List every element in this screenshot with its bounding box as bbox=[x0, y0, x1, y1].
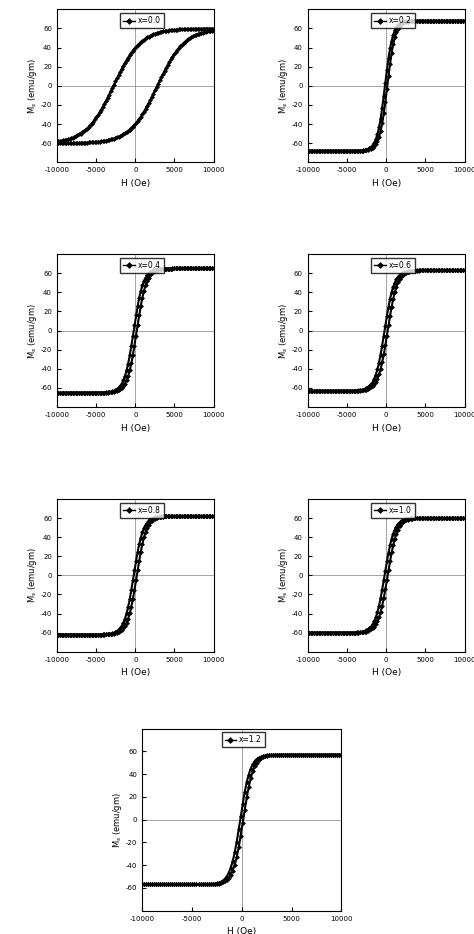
X-axis label: H (Oe): H (Oe) bbox=[372, 178, 401, 188]
X-axis label: H (Oe): H (Oe) bbox=[372, 423, 401, 432]
Legend: x=0.6: x=0.6 bbox=[371, 258, 415, 273]
X-axis label: H (Oe): H (Oe) bbox=[372, 669, 401, 677]
Legend: x=0.0: x=0.0 bbox=[120, 13, 164, 28]
Legend: x=1.0: x=1.0 bbox=[371, 502, 415, 517]
X-axis label: H (Oe): H (Oe) bbox=[227, 927, 256, 934]
X-axis label: H (Oe): H (Oe) bbox=[121, 669, 150, 677]
Y-axis label: M$_s$ (emu/gm): M$_s$ (emu/gm) bbox=[26, 58, 39, 114]
X-axis label: H (Oe): H (Oe) bbox=[121, 423, 150, 432]
Legend: x=1.2: x=1.2 bbox=[222, 732, 265, 747]
Y-axis label: M$_s$ (emu/gm): M$_s$ (emu/gm) bbox=[26, 547, 39, 603]
Legend: x=0.8: x=0.8 bbox=[120, 502, 164, 517]
Legend: x=0.4: x=0.4 bbox=[120, 258, 164, 273]
X-axis label: H (Oe): H (Oe) bbox=[121, 178, 150, 188]
Y-axis label: M$_s$ (emu/gm): M$_s$ (emu/gm) bbox=[26, 303, 39, 359]
Legend: x=0.2: x=0.2 bbox=[371, 13, 415, 28]
Y-axis label: M$_s$ (emu/gm): M$_s$ (emu/gm) bbox=[277, 547, 290, 603]
Y-axis label: M$_s$ (emu/gm): M$_s$ (emu/gm) bbox=[277, 58, 290, 114]
Y-axis label: M$_s$ (emu/gm): M$_s$ (emu/gm) bbox=[277, 303, 290, 359]
Y-axis label: M$_s$ (emu/gm): M$_s$ (emu/gm) bbox=[111, 792, 125, 847]
